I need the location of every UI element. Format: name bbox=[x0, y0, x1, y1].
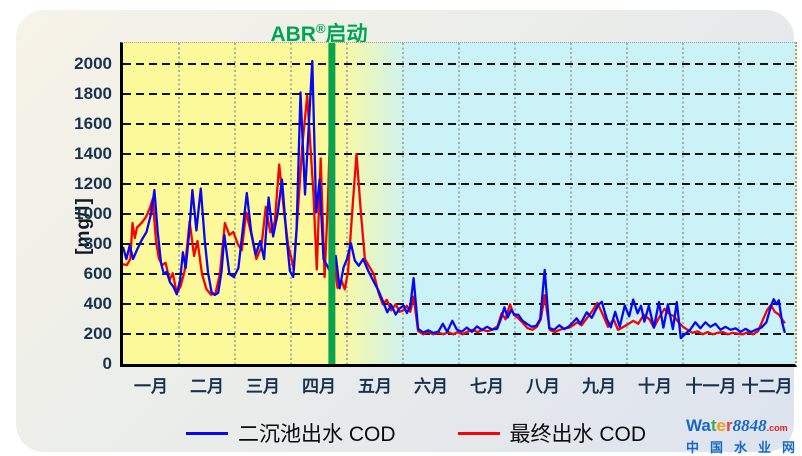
x-month-label: 一月 bbox=[134, 377, 168, 396]
y-tick-label: 1400 bbox=[74, 144, 112, 163]
x-month-label: 八月 bbox=[526, 377, 560, 396]
legend-label: 最终出水 COD bbox=[509, 423, 647, 446]
x-month-label: 十一月 bbox=[685, 377, 737, 396]
legend-item: 最终出水 COD bbox=[457, 418, 647, 448]
y-tick-label: 1800 bbox=[74, 84, 112, 103]
x-month-label: 七月 bbox=[470, 377, 504, 396]
y-tick-label: 200 bbox=[83, 324, 112, 343]
y-tick-label: 0 bbox=[102, 354, 112, 373]
y-tick-label: 1600 bbox=[74, 114, 112, 133]
legend-line-marker bbox=[457, 431, 500, 435]
watermark-number: 8848 bbox=[732, 416, 767, 435]
annotation-text-post: 启动 bbox=[325, 23, 368, 46]
watermark-letter: t bbox=[710, 416, 717, 435]
registered-trademark-icon: ® bbox=[315, 21, 326, 36]
watermark-letter: r bbox=[726, 416, 733, 435]
x-month-label: 十月 bbox=[638, 377, 672, 396]
series-line-二沉池出水 COD bbox=[123, 59, 787, 340]
watermark-letter: Wa bbox=[686, 416, 711, 435]
x-month-label: 二月 bbox=[190, 377, 224, 396]
x-month-label: 三月 bbox=[246, 377, 280, 396]
x-month-label: 九月 bbox=[582, 377, 616, 396]
watermark-tld: .com bbox=[766, 423, 788, 433]
chart-card: ABR®启动 [mg/l] 0 200 400 600 800 1000 1200 1400 1… bbox=[16, 10, 797, 455]
y-tick-label: 1200 bbox=[74, 174, 112, 193]
y-tick-label: 1000 bbox=[74, 204, 112, 223]
plot-svg bbox=[123, 43, 795, 364]
y-tick-label: 800 bbox=[83, 234, 112, 253]
abr-startup-annotation-title: ABR®启动 bbox=[270, 18, 367, 48]
y-tick-label: 400 bbox=[83, 294, 112, 313]
annotation-text-pre: ABR bbox=[270, 23, 316, 46]
watermark-subtitle: 中国水业网 bbox=[686, 440, 802, 455]
watermark-brand: Water8848.com bbox=[686, 416, 802, 438]
x-month-label: 五月 bbox=[358, 377, 392, 396]
legend-line-marker bbox=[186, 431, 228, 435]
legend: 二沉池出水 COD 最终出水 COD bbox=[186, 420, 646, 446]
x-month-label: 六月 bbox=[414, 377, 448, 396]
watermark: Water8848.com 中国水业网 bbox=[686, 416, 802, 456]
watermark-letter: e bbox=[716, 416, 727, 435]
plot-area bbox=[120, 42, 797, 367]
legend-label: 二沉池出水 COD bbox=[238, 423, 396, 446]
x-month-label: 十二月 bbox=[741, 377, 793, 396]
legend-item: 二沉池出水 COD bbox=[186, 418, 396, 448]
y-tick-label: 600 bbox=[83, 264, 112, 283]
y-tick-label: 2000 bbox=[74, 54, 112, 73]
x-month-label: 四月 bbox=[302, 377, 336, 396]
